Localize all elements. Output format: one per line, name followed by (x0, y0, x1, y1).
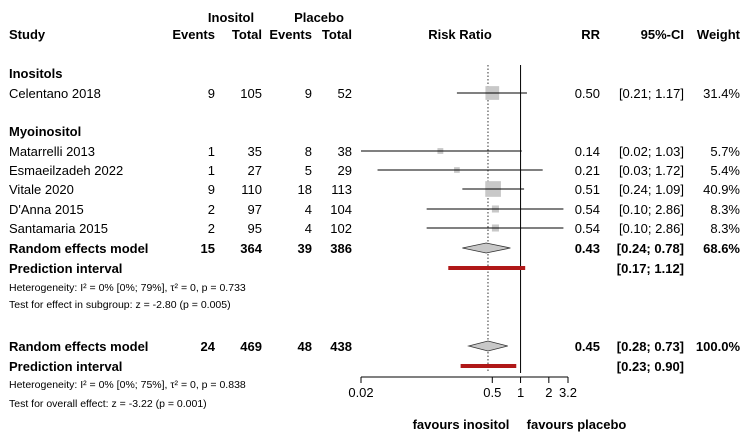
header-total-inositol: Total (231, 27, 262, 42)
random-effects-label: Random effects model (9, 241, 149, 256)
rr-value: 0.21 (574, 163, 600, 178)
total-inositol: 97 (247, 202, 262, 217)
x-axis-tick-label: 0.02 (348, 385, 373, 400)
header-weight: Weight (696, 27, 740, 42)
ci-value: [0.21; 1.17] (618, 86, 684, 101)
study-name: D'Anna 2015 (9, 202, 84, 217)
total-placebo: 386 (330, 241, 352, 256)
events-placebo: 18 (297, 182, 312, 197)
ci-value: [0.17; 1.12] (616, 261, 684, 276)
total-inositol: 35 (247, 144, 262, 159)
events-inositol: 9 (207, 86, 215, 101)
events-inositol: 9 (207, 182, 215, 197)
weight-value: 5.4% (710, 163, 740, 178)
total-placebo: 438 (330, 339, 352, 354)
total-inositol: 110 (241, 182, 262, 197)
x-axis-tick-label: 1 (517, 385, 524, 400)
weight-value: 100.0% (695, 339, 740, 354)
header-ci: 95%-CI (640, 27, 684, 42)
ci-value: [0.02; 1.03] (618, 144, 684, 159)
total-placebo: 38 (337, 144, 352, 159)
total-placebo: 102 (330, 221, 352, 236)
rr-value: 0.50 (574, 86, 600, 101)
events-placebo: 39 (297, 241, 312, 256)
events-inositol: 2 (207, 221, 215, 236)
total-inositol: 469 (240, 339, 262, 354)
subgroup-prediction-bar (448, 266, 526, 270)
favours-placebo-label: favours placebo (526, 417, 627, 432)
heterogeneity-overall: Heterogeneity: I² = 0% [0%; 75%], τ² = 0… (9, 379, 246, 391)
subgroup-label-inositols: Inositols (9, 66, 63, 81)
header-inositol-group: Inositol (207, 10, 255, 25)
events-inositol: 15 (200, 241, 215, 256)
study-name: Santamaria 2015 (9, 221, 109, 236)
study-name: Celentano 2018 (9, 86, 101, 101)
study-name: Matarrelli 2013 (9, 144, 95, 159)
header-risk-ratio: Risk Ratio (428, 27, 492, 42)
total-inositol: 105 (240, 86, 262, 101)
overall-prediction-bar (460, 364, 517, 368)
ci-value: [0.24; 1.09] (618, 182, 684, 197)
prediction-interval-label: Prediction interval (9, 261, 123, 276)
ci-value: [0.24; 0.78] (616, 241, 684, 256)
weight-value: 40.9% (703, 182, 740, 197)
events-placebo: 4 (304, 202, 312, 217)
header-events-inositol: Events (172, 27, 215, 42)
subgroup-random-effects-diamond (462, 242, 511, 254)
events-placebo: 4 (304, 221, 312, 236)
header-total-placebo: Total (321, 27, 352, 42)
prediction-interval-label: Prediction interval (9, 359, 123, 374)
weight-value: 8.3% (710, 221, 740, 236)
favours-inositol-label: favours inositol (412, 417, 510, 432)
total-inositol: 95 (247, 221, 262, 236)
x-axis-tick-label: 0.5 (483, 385, 501, 400)
heterogeneity-subgroup: Heterogeneity: I² = 0% [0%; 79%], τ² = 0… (9, 282, 246, 294)
ci-value: [0.28; 0.73] (616, 339, 684, 354)
random-effects-label: Random effects model (9, 339, 149, 354)
weight-value: 8.3% (710, 202, 740, 217)
ci-value: [0.10; 2.86] (618, 202, 684, 217)
total-inositol: 27 (247, 163, 262, 178)
total-placebo: 104 (330, 202, 352, 217)
header-placebo-group: Placebo (294, 10, 344, 25)
weight-value: 5.7% (710, 144, 740, 159)
events-placebo: 8 (304, 144, 312, 159)
total-placebo: 52 (337, 86, 352, 101)
events-placebo: 48 (297, 339, 312, 354)
header-rr: RR (581, 27, 600, 42)
events-placebo: 5 (304, 163, 312, 178)
header-study: Study (9, 27, 46, 42)
rr-value: 0.51 (574, 182, 600, 197)
ci-value: [0.10; 2.86] (618, 221, 684, 236)
events-inositol: 2 (207, 202, 215, 217)
ci-value: [0.23; 0.90] (616, 359, 684, 374)
events-inositol: 1 (207, 144, 215, 159)
weight-value: 31.4% (703, 86, 740, 101)
total-inositol: 364 (240, 241, 262, 256)
rr-value: 0.43 (574, 241, 600, 256)
rr-value: 0.45 (574, 339, 600, 354)
overall-random-effects-diamond (467, 340, 508, 352)
header-events-placebo: Events (269, 27, 312, 42)
events-inositol: 1 (207, 163, 215, 178)
weight-value: 68.6% (703, 241, 740, 256)
x-axis-tick-label: 3.2 (559, 385, 577, 400)
total-placebo: 29 (337, 163, 352, 178)
study-name: Esmaeilzadeh 2022 (9, 163, 124, 178)
rr-value: 0.54 (574, 221, 600, 236)
events-placebo: 9 (304, 86, 312, 101)
events-inositol: 24 (200, 339, 215, 354)
total-placebo: 113 (331, 182, 352, 197)
ci-value: [0.03; 1.72] (618, 163, 684, 178)
rr-value: 0.54 (574, 202, 600, 217)
test-effect-overall: Test for overall effect: z = -3.22 (p = … (9, 398, 207, 410)
subgroup-label-myoinositol: Myoinositol (9, 124, 82, 139)
study-name: Vitale 2020 (9, 182, 74, 197)
x-axis-tick-label: 2 (545, 385, 552, 400)
test-effect-subgroup: Test for effect in subgroup: z = -2.80 (… (9, 299, 231, 311)
rr-value: 0.14 (574, 144, 600, 159)
